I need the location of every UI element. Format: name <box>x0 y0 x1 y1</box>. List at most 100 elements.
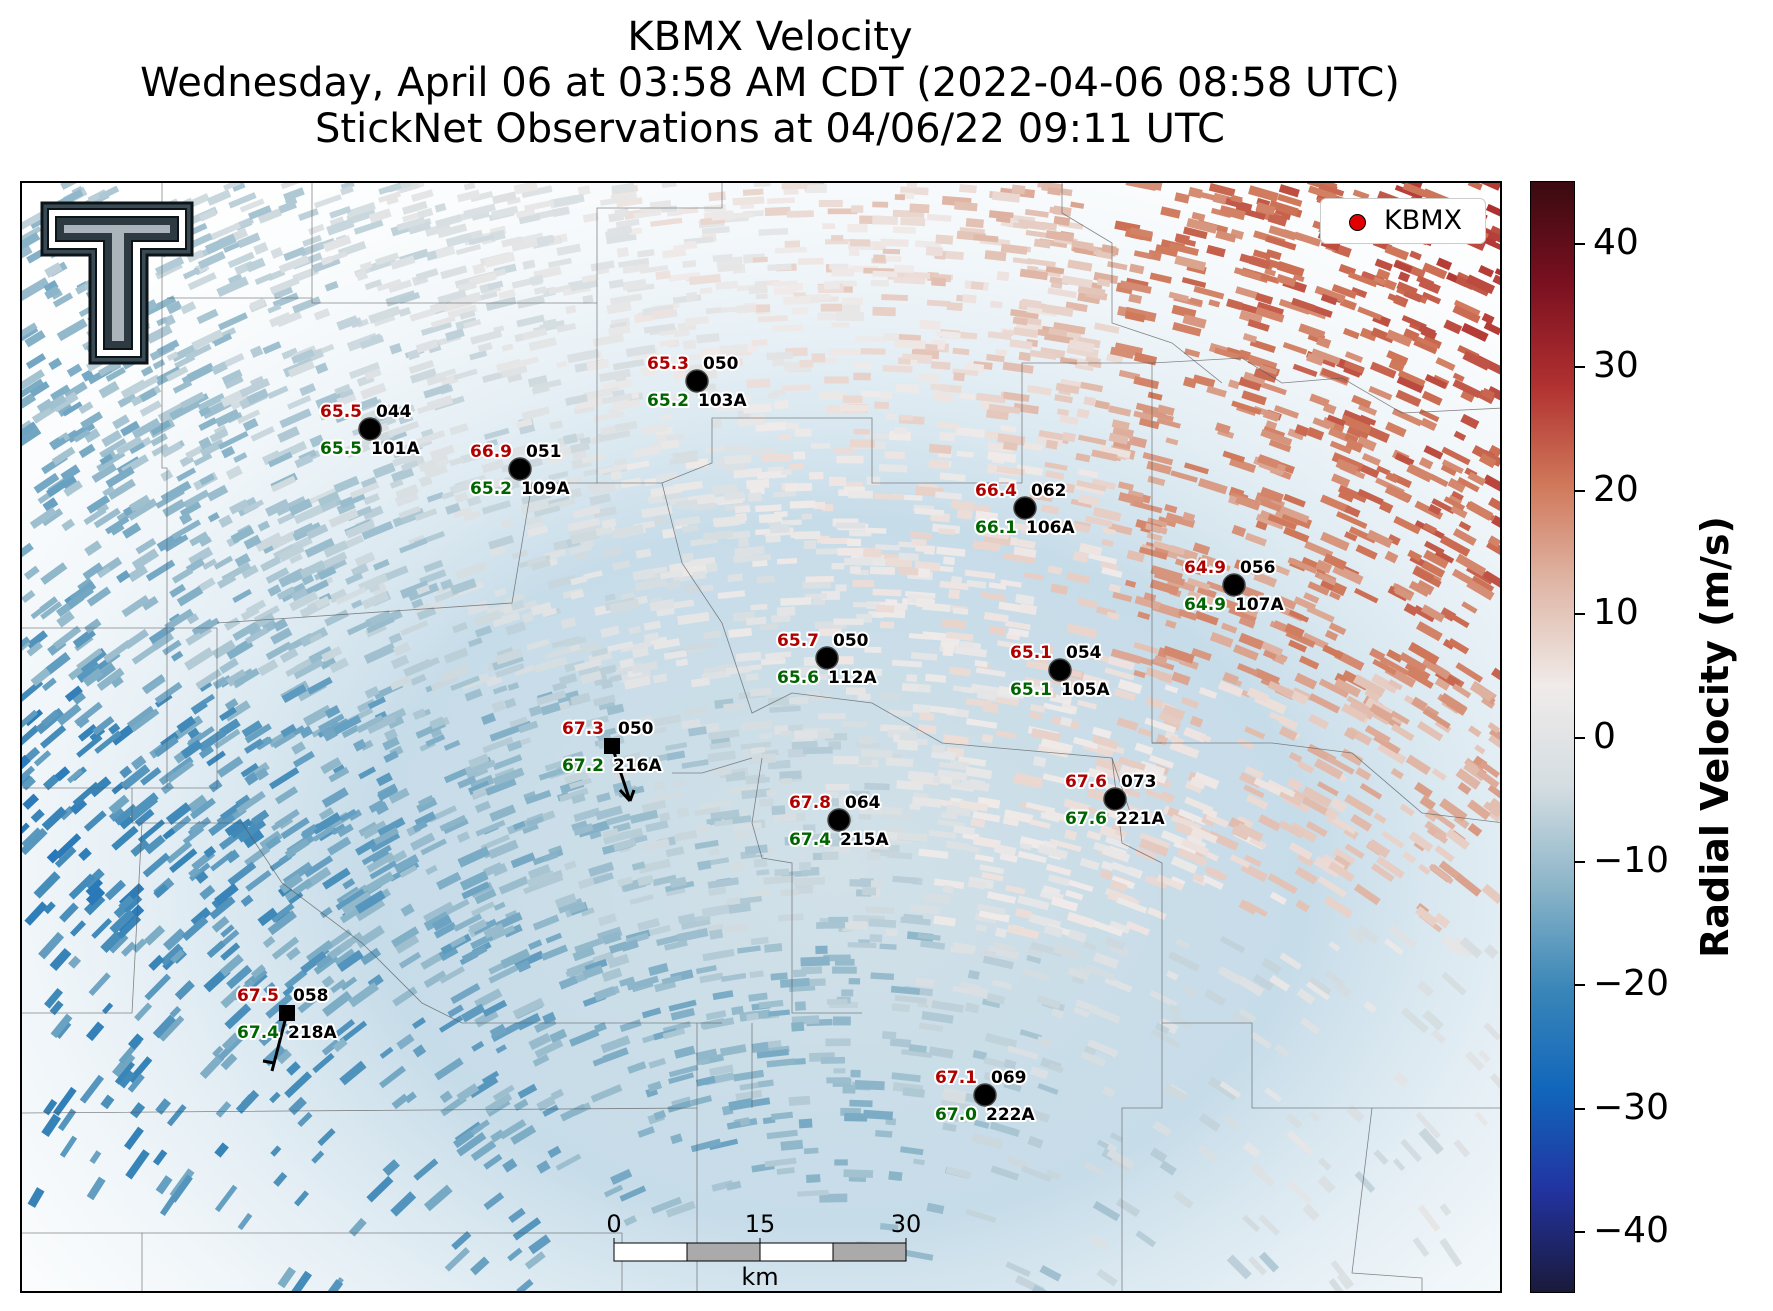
colorbar-tick <box>1575 489 1585 492</box>
station-id: 105A <box>1061 680 1110 700</box>
station-marker-icon <box>358 417 382 441</box>
station-dewpoint: 65.5 <box>320 439 362 459</box>
station-107A: 64.9 056 64.9 107A <box>1182 556 1286 617</box>
colorbar-tick-label: 20 <box>1593 468 1639 510</box>
radar-velocity-layer <box>22 183 1500 1291</box>
station-112A: 65.7 050 65.6 112A <box>775 629 879 690</box>
station-marker-icon <box>1013 496 1037 520</box>
station-marker-icon <box>1222 573 1246 597</box>
texas-tech-logo <box>40 201 194 365</box>
station-dewpoint: 64.9 <box>1184 595 1226 615</box>
station-marker-icon <box>685 369 709 393</box>
station-temperature: 67.5 <box>237 986 279 1006</box>
colorbar-tick-label: −30 <box>1593 1086 1669 1128</box>
colorbar-tick <box>1575 366 1585 369</box>
colorbar-tick <box>1575 984 1585 987</box>
station-marker-icon <box>1048 658 1072 682</box>
station-marker-icon <box>604 738 620 754</box>
scalebar-label-15: 15 <box>745 1210 776 1238</box>
title-line-2: Wednesday, April 06 at 03:58 AM CDT (202… <box>140 60 1400 106</box>
station-id: 103A <box>698 391 747 411</box>
map-legend: KBMX <box>1320 198 1486 244</box>
title-line-3: StickNet Observations at 04/06/22 09:11 … <box>315 106 1225 152</box>
station-wind-direction: 054 <box>1066 643 1102 663</box>
station-id: 107A <box>1235 595 1284 615</box>
station-dewpoint: 65.2 <box>470 479 512 499</box>
scalebar-unit: km <box>741 1263 778 1291</box>
colorbar-tick-label: −40 <box>1593 1210 1669 1252</box>
colorbar-tick-label: 10 <box>1593 592 1639 634</box>
station-dewpoint: 67.2 <box>562 756 604 776</box>
kbmx-marker-icon <box>1349 214 1366 231</box>
station-dewpoint: 67.0 <box>935 1105 977 1125</box>
station-temperature: 67.1 <box>935 1068 977 1088</box>
station-id: 215A <box>840 830 889 850</box>
station-marker-icon <box>973 1083 997 1107</box>
station-216A: 67.3 050 67.2 216A <box>560 717 664 803</box>
station-101A: 65.5 044 65.5 101A <box>318 400 422 461</box>
county-borders <box>22 183 1500 1291</box>
station-id: 109A <box>521 479 570 499</box>
scalebar-label-30: 30 <box>891 1210 922 1238</box>
station-id: 222A <box>986 1105 1035 1125</box>
station-id: 112A <box>828 668 877 688</box>
station-id: 101A <box>371 439 420 459</box>
station-dewpoint: 66.1 <box>975 518 1017 538</box>
station-dewpoint: 67.6 <box>1065 809 1107 829</box>
colorbar-tick <box>1575 1231 1585 1234</box>
colorbar-tick-label: 30 <box>1593 345 1639 387</box>
station-109A: 66.9 051 65.2 109A <box>468 440 572 501</box>
colorbar-label: Radial Velocity (m/s) <box>1693 516 1737 958</box>
station-222A: 67.1 069 67.0 222A <box>933 1066 1037 1127</box>
colorbar-tick-label: −20 <box>1593 963 1669 1005</box>
colorbar-tick <box>1575 860 1585 863</box>
colorbar-tick-label: −10 <box>1593 839 1669 881</box>
station-temperature: 65.5 <box>320 402 362 422</box>
figure-title: KBMX Velocity Wednesday, April 06 at 03:… <box>20 14 1520 152</box>
station-dewpoint: 65.1 <box>1010 680 1052 700</box>
station-temperature: 65.7 <box>777 631 819 651</box>
radar-map: 0 15 30 km 65.5 044 65.5 101A 66.9 051 65.2 109… <box>20 181 1502 1293</box>
station-marker-icon <box>1103 787 1127 811</box>
station-wind-direction: 056 <box>1240 558 1276 578</box>
station-dewpoint: 65.2 <box>647 391 689 411</box>
colorbar-tick <box>1575 613 1585 616</box>
station-id: 106A <box>1026 518 1075 538</box>
colorbar-ticks: 40 30 20 10 0 −10 −20 −30 −40 <box>1575 181 1669 1293</box>
station-marker-icon <box>827 808 851 832</box>
station-temperature: 67.3 <box>562 719 604 739</box>
station-marker-icon <box>508 457 532 481</box>
station-marker-icon <box>815 646 839 670</box>
scalebar-label-0: 0 <box>606 1210 621 1238</box>
station-wind-direction: 062 <box>1031 481 1067 501</box>
scale-bar: 0 15 30 km <box>606 1210 921 1291</box>
station-103A: 65.3 050 65.2 103A <box>645 352 749 413</box>
station-dewpoint: 67.4 <box>789 830 831 850</box>
colorbar-tick <box>1575 737 1585 739</box>
colorbar-tick <box>1575 1107 1585 1110</box>
station-temperature: 67.6 <box>1065 772 1107 792</box>
station-wind-direction: 064 <box>845 793 881 813</box>
station-id: 216A <box>613 756 662 776</box>
station-marker-icon <box>279 1005 295 1021</box>
station-221A: 67.6 073 67.6 221A <box>1063 770 1167 831</box>
station-wind-direction: 073 <box>1121 772 1157 792</box>
station-wind-direction: 058 <box>293 986 329 1006</box>
station-218A: 67.5 058 67.4 218A <box>235 984 339 1072</box>
colorbar-tick-label: 40 <box>1593 221 1639 263</box>
station-105A: 65.1 054 65.1 105A <box>1008 641 1112 702</box>
station-dewpoint: 67.4 <box>237 1023 279 1043</box>
legend-label: KBMX <box>1384 205 1463 236</box>
station-wind-direction: 051 <box>526 442 562 462</box>
station-wind-direction: 050 <box>703 354 739 374</box>
station-wind-direction: 044 <box>376 402 412 422</box>
colorbar-tick <box>1575 242 1585 245</box>
station-temperature: 66.4 <box>975 481 1017 501</box>
station-215A: 67.8 064 67.4 215A <box>787 791 891 852</box>
station-temperature: 65.3 <box>647 354 689 374</box>
station-wind-direction: 050 <box>618 719 654 739</box>
station-id: 218A <box>288 1023 337 1043</box>
station-wind-direction: 069 <box>991 1068 1027 1088</box>
station-wind-direction: 050 <box>833 631 869 651</box>
